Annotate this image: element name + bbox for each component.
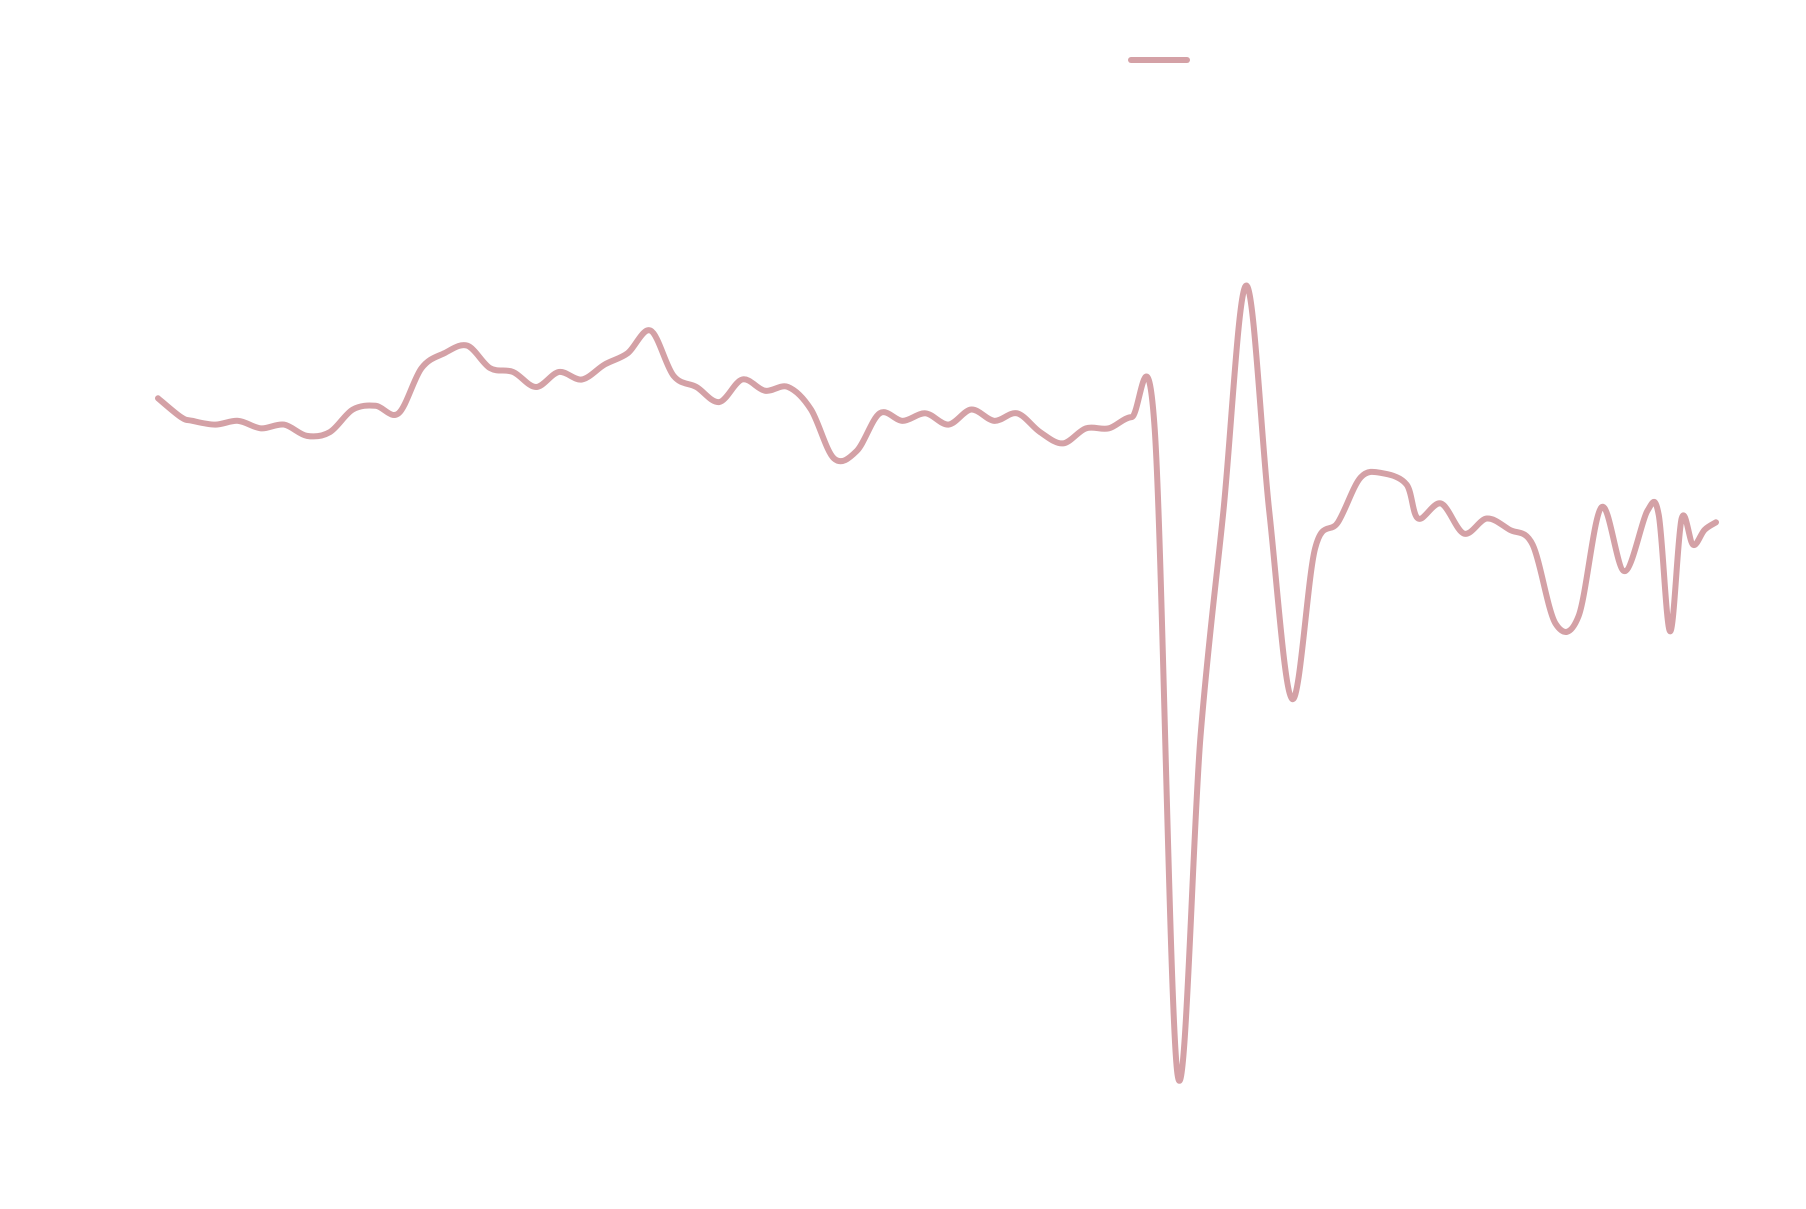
series-layer <box>155 282 1719 1084</box>
series-line-0 <box>155 282 1719 1084</box>
